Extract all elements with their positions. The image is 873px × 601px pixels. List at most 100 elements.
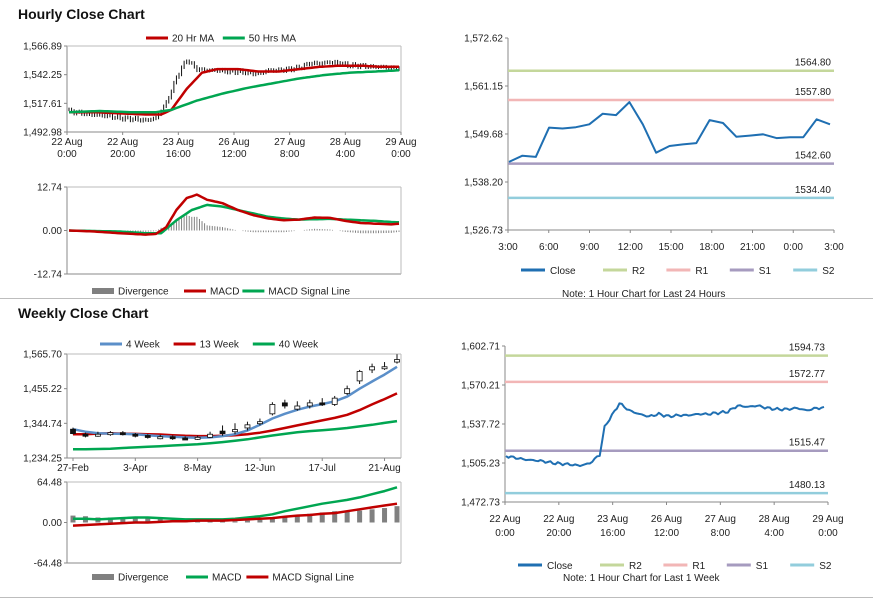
weekly-pivot-legend-label: R1: [692, 561, 705, 572]
weekly-candle-body: [306, 402, 313, 407]
weekly-divergence-bar: [120, 517, 126, 523]
weekly-candle-body: [281, 402, 288, 407]
hourly-pivot-xtick-label: 3:00: [824, 242, 844, 253]
weekly-divergence-bar: [394, 506, 400, 523]
weekly-pivot-note: Note: 1 Hour Chart for Last 1 Week: [563, 573, 720, 584]
weekly-price-ytick-label: 1,565.70: [23, 350, 62, 361]
weekly-pivot-xtick-date: 28 Aug: [759, 514, 790, 525]
hourly-pivot-xtick-label: 3:00: [498, 242, 518, 253]
hourly-price-xtick-date: 29 Aug: [385, 137, 416, 148]
weekly-pivot-close-line: [505, 402, 825, 468]
hourly-macd-legend-label: MACD Signal Line: [268, 287, 350, 298]
weekly-divergence-bar: [207, 521, 213, 523]
weekly-divergence-bar: [257, 519, 263, 523]
weekly-pivot-ytick-label: 1,570.21: [461, 381, 500, 392]
weekly-divergence-bar: [220, 521, 226, 523]
hourly-price-xtick-time: 4:00: [336, 149, 356, 160]
weekly-pivot-xtick-time: 0:00: [818, 528, 838, 539]
weekly-macd-legend-label: Divergence: [118, 573, 169, 584]
hourly-pivot-xtick-label: 18:00: [699, 242, 724, 253]
weekly-price-xtick-label: 17-Jul: [309, 463, 336, 474]
weekly-divergence-bar: [307, 513, 313, 523]
weekly-candle-body: [70, 428, 76, 435]
weekly-candle-body: [95, 433, 101, 437]
weekly-candle-body: [257, 421, 263, 425]
hourly-price-xtick-time: 12:00: [221, 149, 246, 160]
weekly-divergence-bar: [195, 521, 201, 523]
weekly-divergence-bar: [332, 511, 338, 523]
weekly-pivot-xtick-time: 12:00: [654, 528, 679, 539]
hourly-price-xtick-time: 16:00: [166, 149, 191, 160]
weekly-candle-body: [369, 366, 375, 371]
weekly-price-xtick-label: 27-Feb: [57, 463, 89, 474]
weekly-price-xtick-label: 8-May: [184, 463, 212, 474]
hourly-pivot-legend-label: S2: [822, 266, 835, 277]
weekly-pivot-xtick-time: 16:00: [600, 528, 625, 539]
hourly-price-xtick-date: 26 Aug: [218, 137, 249, 148]
hourly-price-ytick-label: 1,517.61: [23, 99, 62, 110]
weekly-divergence-bar: [157, 518, 163, 523]
weekly-price-xtick-label: 12-Jun: [245, 463, 276, 474]
weekly-candle-body: [194, 436, 201, 440]
hourly-section-title: Hourly Close Chart: [18, 6, 145, 22]
weekly-macd-legend-label: MACD Signal Line: [272, 573, 354, 584]
weekly-candle-body: [107, 432, 114, 436]
hourly-price-legend-label: 50 Hrs MA: [249, 34, 297, 45]
hourly-pivot-xtick-label: 9:00: [580, 242, 600, 253]
weekly-candle-body: [381, 366, 388, 370]
weekly-macd-legend-swatch: [92, 574, 114, 580]
hourly-pivot-legend-label: R1: [695, 266, 708, 277]
weekly-divergence-bar: [232, 521, 238, 523]
weekly-candle-body: [331, 397, 338, 405]
weekly-pivot-ytick-label: 1,472.73: [461, 498, 500, 509]
weekly-candle-body: [356, 371, 363, 382]
weekly-macd-legend-label: MACD: [212, 573, 241, 584]
weekly-price-xtick-label: 3-Apr: [123, 463, 148, 474]
weekly-price-legend-label: 4 Week: [126, 340, 161, 351]
hourly-macd-ytick-label: 0.00: [43, 226, 63, 237]
hourly-macd-line: [68, 193, 400, 236]
weekly-candle-body: [344, 388, 351, 394]
weekly-candle-body: [219, 430, 226, 435]
bottom-divider: [0, 597, 873, 598]
hourly-price-xtick-date: 27 Aug: [274, 137, 305, 148]
weekly-pivot-legend-label: Close: [547, 561, 573, 572]
weekly-price-ytick-label: 1,344.74: [23, 419, 62, 430]
weekly-candle-body: [319, 402, 326, 406]
weekly-candle-body: [169, 436, 176, 440]
weekly-macd-ytick-label: 64.48: [37, 478, 62, 489]
weekly-price-ytick-label: 1,234.25: [23, 454, 62, 465]
weekly-pivot-xtick-date: 23 Aug: [597, 514, 628, 525]
weekly-divergence-bar: [145, 517, 151, 523]
weekly-pivot-xtick-date: 27 Aug: [705, 514, 736, 525]
hourly-pivot-ytick-label: 1,572.62: [464, 34, 503, 45]
weekly-macd-signal-line: [72, 502, 398, 527]
weekly-pivot-legend-label: S2: [819, 561, 832, 572]
weekly-divergence-bar: [282, 516, 288, 523]
weekly-divergence-bar: [132, 517, 138, 523]
hourly-macd-ytick-label: 12.74: [37, 183, 62, 194]
weekly-pivot-level-label: 1515.47: [789, 438, 826, 449]
weekly-pivot-level-label: 1572.77: [789, 369, 826, 380]
hourly-macd-legend-label: Divergence: [118, 287, 169, 298]
weekly-divergence-bar: [369, 509, 375, 523]
weekly-price-legend-label: 13 Week: [200, 340, 240, 351]
hourly-pivot-note: Note: 1 Hour Chart for Last 24 Hours: [562, 289, 726, 300]
weekly-pivot-level-label: 1480.13: [789, 480, 826, 491]
weekly-pivot-xtick-date: 26 Aug: [651, 514, 682, 525]
hourly-pivot-legend-label: R2: [632, 266, 645, 277]
hourly-price-xtick-date: 23 Aug: [163, 137, 194, 148]
hourly-pivot-ytick-label: 1,561.15: [464, 81, 503, 92]
weekly-candle-body: [294, 405, 301, 410]
weekly-divergence-bar: [344, 511, 350, 523]
weekly-section-title: Weekly Close Chart: [18, 305, 149, 321]
weekly-macd-ytick-label: 0.00: [43, 518, 63, 529]
weekly-pivot-xtick-date: 22 Aug: [543, 514, 574, 525]
weekly-candle-body: [207, 433, 213, 438]
hourly-pivot-xtick-label: 21:00: [740, 242, 765, 253]
hourly-pivot-level-label: 1557.80: [795, 87, 832, 98]
